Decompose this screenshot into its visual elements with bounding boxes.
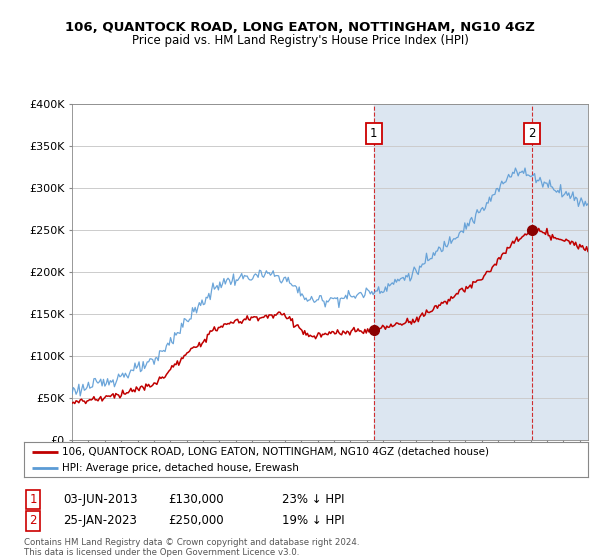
Text: 2: 2: [528, 127, 536, 141]
Text: 106, QUANTOCK ROAD, LONG EATON, NOTTINGHAM, NG10 4GZ: 106, QUANTOCK ROAD, LONG EATON, NOTTINGH…: [65, 21, 535, 34]
Bar: [374, 104, 588, 440]
Text: 1: 1: [370, 127, 377, 141]
Text: 2: 2: [29, 514, 37, 528]
Text: 25-JAN-2023: 25-JAN-2023: [63, 514, 137, 528]
Text: 03-JUN-2013: 03-JUN-2013: [63, 493, 137, 506]
Text: Contains HM Land Registry data © Crown copyright and database right 2024.
This d: Contains HM Land Registry data © Crown c…: [24, 538, 359, 557]
Text: Price paid vs. HM Land Registry's House Price Index (HPI): Price paid vs. HM Land Registry's House …: [131, 34, 469, 46]
Text: 1: 1: [29, 493, 37, 506]
Bar: [555, 104, 588, 440]
Text: 23% ↓ HPI: 23% ↓ HPI: [282, 493, 344, 506]
Text: 19% ↓ HPI: 19% ↓ HPI: [282, 514, 344, 528]
Text: £130,000: £130,000: [168, 493, 224, 506]
Text: 106, QUANTOCK ROAD, LONG EATON, NOTTINGHAM, NG10 4GZ (detached house): 106, QUANTOCK ROAD, LONG EATON, NOTTINGH…: [62, 447, 490, 457]
Text: £250,000: £250,000: [168, 514, 224, 528]
Text: HPI: Average price, detached house, Erewash: HPI: Average price, detached house, Erew…: [62, 464, 299, 473]
